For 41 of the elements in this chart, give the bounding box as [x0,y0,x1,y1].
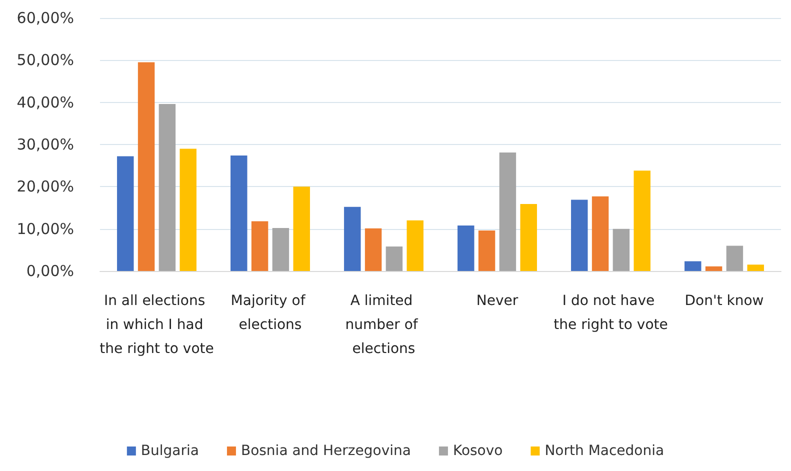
bar [117,156,134,271]
y-tick-label: 40,00% [16,93,74,112]
bar [180,148,196,271]
legend-label: Bulgaria [140,443,199,459]
x-tick-label: Never [476,293,518,309]
bar [158,104,176,271]
bar [293,186,310,271]
bar [634,170,650,271]
bar [499,152,516,271]
bar [230,155,248,271]
x-tick-label: A limited number of elections [345,293,422,357]
bar [272,228,290,271]
bar [684,261,702,271]
x-tick-label: I do not have the right to vote [554,293,668,333]
y-tick-label: 30,00% [16,136,74,154]
bar [705,266,722,271]
y-tick-label: 0,00% [26,262,74,280]
y-tick-label: 20,00% [16,178,74,196]
x-tick-label: In all elections in which I had the right to vote [100,293,214,357]
bar [520,204,537,271]
bar [478,230,496,271]
y-tick-label: 10,00% [16,220,74,238]
x-tick-label: Don't know [684,293,764,309]
legend-label: Kosovo [452,443,503,459]
x-tick-label: Majority of elections [230,293,310,333]
bar [458,225,474,271]
bar [364,228,382,271]
y-tick-label: 50,00% [16,51,74,70]
bar [138,62,155,271]
bar [344,206,361,271]
legend-label: North Macedonia [544,443,664,459]
bar [592,196,609,271]
y-tick-label: 60,00% [16,9,74,27]
bar [406,220,424,271]
bar [571,200,588,271]
bar [726,246,744,271]
legend-label: Bosnia and Herzegovina [240,443,411,459]
bar [612,228,630,271]
bar [251,221,268,271]
bar [386,246,403,271]
bar [747,264,764,271]
